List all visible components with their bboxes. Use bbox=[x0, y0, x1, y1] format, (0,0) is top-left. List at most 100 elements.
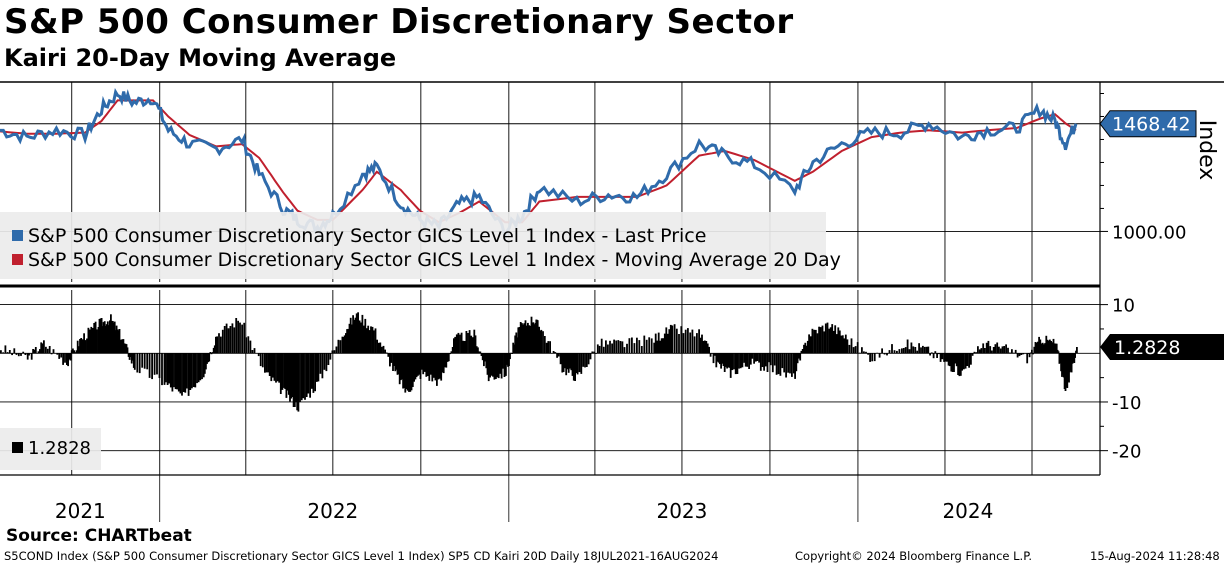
kairi-bar bbox=[275, 353, 277, 383]
kairi-bar bbox=[249, 340, 252, 354]
kairi-last-value-tag-label: 1.2828 bbox=[1114, 337, 1180, 359]
kairi-bar bbox=[992, 347, 995, 354]
kairi-bar bbox=[450, 351, 453, 354]
kairi-bar bbox=[106, 321, 109, 354]
kairi-bar bbox=[223, 326, 226, 354]
kairi-bar bbox=[787, 353, 789, 373]
kairi-y-tick-label: -20 bbox=[1112, 442, 1141, 463]
kairi-bar bbox=[209, 352, 212, 354]
kairi-bar bbox=[701, 334, 703, 354]
kairi-bar bbox=[987, 340, 990, 354]
kairi-bar bbox=[118, 329, 121, 354]
kairi-bar bbox=[605, 340, 607, 354]
kairi-bar bbox=[961, 353, 963, 371]
kairi-bar bbox=[433, 353, 435, 378]
kairi-bar bbox=[719, 353, 721, 365]
kairi-bar bbox=[131, 353, 134, 361]
kairi-bar bbox=[659, 340, 662, 354]
kairi-bar bbox=[595, 353, 597, 354]
kairi-bar bbox=[809, 336, 812, 354]
kairi-bar bbox=[368, 330, 371, 354]
kairi-bar bbox=[947, 353, 950, 366]
kairi-bar bbox=[202, 353, 205, 378]
kairi-bar bbox=[377, 342, 380, 354]
kairi-bar bbox=[929, 353, 931, 356]
kairi-bar bbox=[103, 321, 106, 354]
kairi-bar bbox=[578, 353, 581, 373]
kairi-bar bbox=[293, 353, 296, 407]
kairi-bar bbox=[481, 353, 484, 361]
footer-ticker-info: S5COND Index (S&P 500 Consumer Discretio… bbox=[4, 549, 719, 563]
kairi-bar bbox=[94, 321, 97, 354]
kairi-bar bbox=[124, 343, 127, 354]
kairi-bar bbox=[1022, 353, 1025, 355]
kairi-bar bbox=[132, 353, 135, 368]
kairi-bar bbox=[994, 344, 997, 354]
x-year-label: 2022 bbox=[307, 499, 358, 523]
kairi-bar bbox=[518, 327, 521, 354]
kairi-bar bbox=[138, 353, 141, 374]
kairi-bar bbox=[105, 324, 108, 354]
kairi-bar bbox=[966, 353, 969, 366]
kairi-bar bbox=[122, 339, 125, 354]
kairi-bar bbox=[883, 353, 886, 355]
kairi-bar bbox=[569, 353, 571, 369]
kairi-bar bbox=[665, 327, 668, 354]
kairi-bar bbox=[738, 353, 740, 369]
kairi-bar bbox=[191, 353, 193, 389]
kairi-bar bbox=[908, 349, 911, 354]
kairi-bar bbox=[572, 353, 575, 381]
kairi-bar bbox=[557, 353, 560, 357]
kairi-bar bbox=[196, 353, 198, 384]
price-y-axis-label: Index bbox=[1194, 120, 1219, 181]
kairi-bar bbox=[286, 353, 289, 391]
kairi-bar bbox=[584, 353, 586, 368]
kairi-bar bbox=[1003, 346, 1006, 354]
kairi-bar bbox=[540, 329, 543, 354]
kairi-bar bbox=[392, 353, 394, 371]
kairi-bar bbox=[233, 327, 236, 354]
kairi-bar bbox=[1031, 349, 1033, 354]
kairi-bar bbox=[547, 341, 550, 354]
legend-item-moving-average: S&P 500 Consumer Discretionary Sector GI… bbox=[12, 249, 841, 271]
kairi-bar bbox=[321, 353, 324, 379]
kairi-bar bbox=[102, 322, 105, 354]
kairi-bar bbox=[930, 352, 933, 354]
kairi-bar bbox=[411, 353, 414, 387]
kairi-bar bbox=[201, 353, 203, 380]
kairi-bar bbox=[878, 353, 881, 358]
kairi-bar bbox=[325, 353, 328, 372]
kairi-bar bbox=[1007, 347, 1009, 354]
kairi-bar bbox=[660, 338, 663, 354]
kairi-bar bbox=[117, 330, 120, 354]
legend-label-moving-average: S&P 500 Consumer Discretionary Sector GI… bbox=[28, 249, 841, 271]
kairi-bar bbox=[343, 335, 346, 354]
kairi-bar bbox=[854, 346, 857, 354]
kairi-bar bbox=[360, 322, 362, 354]
kairi-bar bbox=[278, 353, 281, 383]
kairi-bar bbox=[434, 353, 437, 381]
kairi-bar bbox=[331, 350, 334, 354]
kairi-bar bbox=[1027, 353, 1030, 354]
kairi-bar bbox=[500, 353, 503, 379]
kairi-bar bbox=[66, 353, 68, 365]
kairi-bar bbox=[657, 332, 660, 354]
kairi-bar bbox=[479, 351, 482, 354]
kairi-bar bbox=[39, 349, 41, 354]
kairi-bar bbox=[173, 353, 175, 388]
kairi-bar bbox=[88, 329, 91, 354]
kairi-bar bbox=[980, 348, 983, 354]
kairi-bar bbox=[945, 353, 947, 362]
kairi-bar bbox=[963, 353, 965, 370]
kairi-bar bbox=[287, 353, 290, 395]
kairi-bar bbox=[775, 353, 778, 375]
kairi-bar bbox=[640, 346, 643, 354]
kairi-bar bbox=[426, 353, 429, 376]
kairi-bar bbox=[841, 335, 844, 354]
kairi-bar bbox=[1047, 340, 1050, 354]
legend-swatch-kairi bbox=[12, 442, 23, 453]
kairi-bar bbox=[1016, 353, 1019, 358]
kairi-bar bbox=[1051, 342, 1054, 354]
kairi-bar bbox=[446, 353, 449, 362]
kairi-bar bbox=[17, 353, 20, 357]
